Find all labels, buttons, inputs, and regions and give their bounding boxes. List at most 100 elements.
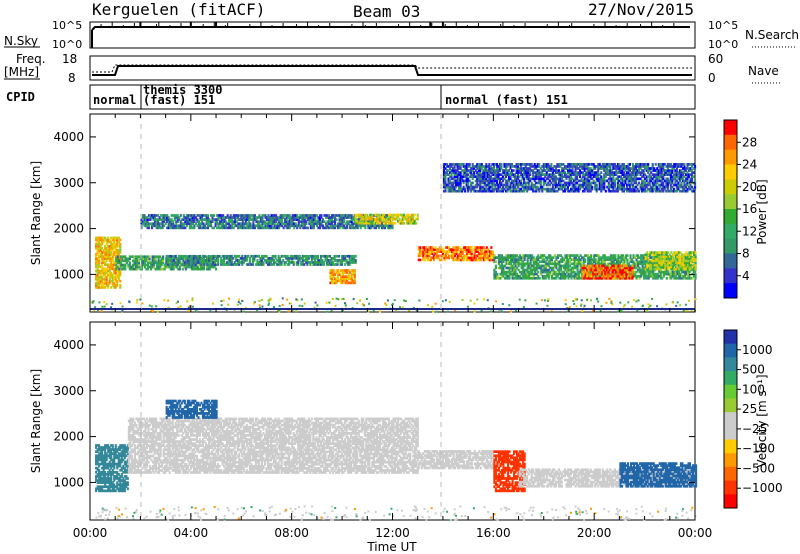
heatmap-cell (149, 261, 153, 265)
heatmap-cell (349, 226, 352, 230)
heatmap-cell (217, 214, 220, 217)
heatmap-cell (546, 274, 549, 278)
heatmap-cell (475, 254, 478, 258)
heatmap-cell (571, 262, 575, 266)
heatmap-cell (146, 263, 150, 267)
heatmap-cell (397, 213, 400, 217)
heatmap-cell (176, 220, 179, 223)
heatmap-cell (236, 254, 239, 258)
heatmap-cell (505, 258, 508, 262)
heatmap-cell (283, 254, 286, 258)
heatmap-cell (197, 222, 201, 226)
heatmap-cell (332, 279, 335, 283)
heatmap-cell (177, 267, 180, 271)
heatmap-cell (390, 221, 394, 225)
heatmap-cell (170, 218, 173, 221)
heatmap-cell (444, 254, 448, 258)
heatmap-cell (352, 216, 355, 219)
heatmap-cell (338, 220, 341, 223)
heatmap-cell (535, 264, 538, 268)
heatmap-cell (273, 220, 276, 223)
heatmap-cell (375, 217, 378, 221)
heatmap-cell (403, 221, 406, 225)
heatmap-cell (532, 256, 535, 259)
heatmap-cell (95, 277, 98, 281)
heatmap-cell (239, 257, 242, 260)
heatmap-cell (240, 216, 243, 219)
heatmap-cell (564, 266, 567, 270)
heatmap-cell (134, 259, 137, 263)
heatmap-cell (128, 255, 131, 259)
heatmap-cell (151, 257, 154, 261)
heatmap-cell (514, 258, 517, 262)
heatmap-cell (603, 258, 606, 262)
heatmap-cell (238, 259, 241, 262)
heatmap-cell (553, 272, 556, 276)
heatmap-cell (104, 279, 107, 283)
heatmap-cell (339, 261, 342, 264)
heatmap-cell (541, 254, 544, 257)
heatmap-cell (160, 261, 163, 265)
heatmap-cell (556, 254, 559, 257)
heatmap-cell (269, 261, 273, 264)
heatmap-cell (149, 263, 153, 267)
nsky-label: N.Sky (4, 34, 38, 48)
heatmap-cell (238, 226, 241, 230)
heatmap-cell (283, 261, 286, 264)
heatmap-cell (342, 259, 345, 262)
heatmap-cell (447, 254, 451, 258)
heatmap-cell (556, 260, 559, 264)
heatmap-cell (432, 248, 435, 251)
heatmap-cell (543, 274, 546, 278)
heatmap-cell (531, 256, 534, 259)
heatmap-cell (364, 224, 367, 228)
heatmap-cell (319, 257, 323, 260)
heatmap-cell (239, 261, 242, 264)
heatmap-cell (400, 221, 403, 225)
heatmap-cell (398, 219, 401, 223)
heatmap-cell (187, 218, 190, 221)
heatmap-cell (578, 270, 581, 274)
heatmap-cell (229, 220, 232, 223)
heatmap-cell (343, 275, 346, 278)
heatmap-cell (193, 265, 196, 269)
heatmap-cell (218, 254, 221, 258)
heatmap-cell (110, 240, 113, 244)
heatmap-cell (532, 262, 535, 266)
heatmap-cell (469, 250, 472, 254)
beam-title: Beam 03 (353, 2, 420, 21)
heatmap-cell (303, 263, 306, 266)
heatmap-cell (258, 214, 261, 217)
heatmap-cell (278, 226, 281, 230)
heatmap-cell (332, 224, 335, 228)
heatmap-cell (452, 256, 455, 260)
heatmap-cell (267, 226, 270, 230)
heatmap-cell (476, 248, 479, 251)
heatmap-cell (380, 217, 383, 221)
heatmap-cell (449, 250, 452, 254)
heatmap-cell (235, 257, 238, 260)
heatmap-cell (114, 238, 117, 242)
heatmap-cell (289, 261, 292, 264)
heatmap-cell (276, 226, 279, 230)
heatmap-cell (281, 214, 284, 217)
heatmap-cell (256, 220, 259, 223)
heatmap-cell (553, 276, 556, 280)
heatmap-cell (309, 216, 312, 219)
heatmap-cell (259, 226, 263, 230)
heatmap-cell (173, 259, 176, 262)
heatmap-cell (352, 224, 355, 228)
heatmap-cell (259, 263, 262, 266)
heatmap-cell (159, 265, 162, 269)
heatmap-cell (268, 263, 271, 266)
heatmap-cell (315, 220, 318, 223)
heatmap-cell (110, 242, 113, 246)
heatmap-cell (151, 255, 154, 259)
heatmap-cell (509, 272, 513, 276)
heatmap-cell (284, 224, 287, 228)
heatmap-cell (105, 255, 108, 258)
heatmap-cell (423, 256, 426, 260)
heatmap-cell (98, 257, 101, 260)
heatmap-cell (348, 254, 351, 258)
heatmap-cell (425, 254, 428, 258)
